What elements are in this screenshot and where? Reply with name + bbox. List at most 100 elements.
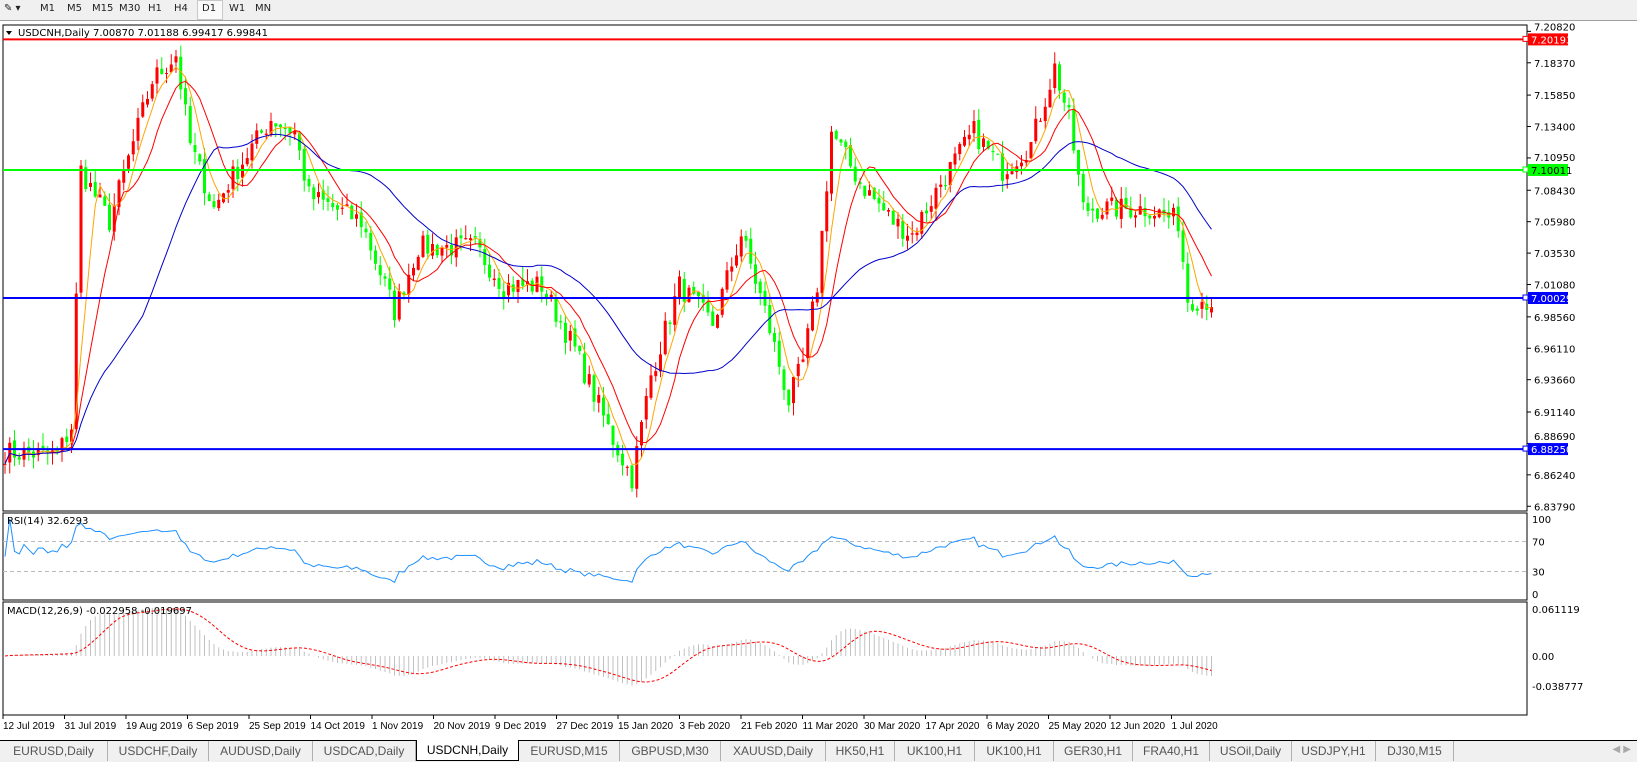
date-tick-label: 20 Nov 2019 [434, 721, 491, 732]
tf-d1[interactable]: D1 [202, 3, 217, 14]
date-tick-label: 12 Jun 2020 [1110, 721, 1165, 732]
candle-body [169, 64, 173, 73]
candle-body [649, 375, 653, 398]
tab-usdchf-daily[interactable]: USDCHF,Daily [108, 741, 209, 761]
candle-body [269, 121, 273, 136]
tab-usdcnh-daily[interactable]: USDCNH,Daily [416, 740, 519, 761]
tf-m5[interactable]: M5 [67, 3, 82, 14]
candle-body [108, 204, 111, 231]
price-line-label: 7.10011 [1531, 166, 1572, 177]
tf-m1[interactable]: M1 [40, 3, 55, 14]
candle-body [545, 293, 548, 298]
date-tick-label: 6 May 2020 [987, 721, 1040, 732]
candle-body [768, 305, 772, 333]
candle-body [1110, 197, 1114, 201]
tf-m30[interactable]: M30 [119, 3, 141, 14]
candle-body [616, 444, 620, 456]
tab-gbpusd-m30[interactable]: GBPUSD,M30 [620, 741, 721, 761]
candle-body [549, 294, 553, 299]
tab-hk50-h1[interactable]: HK50,H1 [826, 741, 895, 761]
tab-usdcad-daily[interactable]: USDCAD,Daily [313, 741, 416, 761]
candle-body [939, 184, 943, 187]
candle-body [663, 320, 667, 355]
chart-canvas[interactable]: 7.20820 7.18370 7.15850 7.13400 7.10950 7.084… [0, 0, 1637, 740]
candle-body [70, 429, 73, 442]
macd-label: MACD(12,26,9) -0.022958 -0.019697 [7, 606, 192, 617]
tab-eurusd-m15[interactable]: EURUSD,M15 [519, 741, 620, 761]
tab-ger30-h1[interactable]: GER30,H1 [1054, 741, 1133, 761]
tab-usdjpy-h1[interactable]: USDJPY,H1 [1292, 741, 1376, 761]
price-line-label-bg [1528, 292, 1568, 304]
drawing-tools-icon[interactable]: ✎ ▾ [4, 3, 21, 14]
tab-uk100-h1[interactable]: UK100,H1 [895, 741, 975, 761]
candle-body [507, 282, 510, 296]
candle-body [583, 353, 586, 384]
candle-body [1148, 215, 1152, 219]
candle-body [469, 238, 472, 241]
candle-body [222, 193, 225, 203]
date-tick-label: 6 Sep 2019 [188, 721, 240, 732]
candle-body [307, 178, 311, 187]
candle-body [103, 196, 107, 206]
candle-body [744, 235, 748, 241]
candle-body [260, 130, 263, 133]
tf-m15[interactable]: M15 [92, 3, 114, 14]
tab-xauusd-daily[interactable]: XAUUSD,Daily [721, 741, 826, 761]
candle-body [478, 238, 482, 248]
candle-body [1096, 208, 1099, 219]
candle-body [184, 88, 187, 105]
tab-audusd-daily[interactable]: AUDUSD,Daily [209, 741, 313, 761]
candle-body [127, 155, 130, 169]
price-tick-label: 7.05980 [1534, 218, 1575, 229]
candle-body [1086, 203, 1090, 211]
tab-usoil-daily[interactable]: USOil,Daily [1210, 741, 1292, 761]
tf-h4[interactable]: H4 [174, 3, 188, 14]
collapse-triangle-icon[interactable] [6, 31, 12, 35]
candle-body [725, 270, 729, 290]
candle-body [844, 141, 848, 148]
candle-body [136, 117, 140, 141]
candle-body [1186, 263, 1190, 303]
tab-scroll-arrows-icon[interactable]: ◀ ▶ [1612, 744, 1631, 755]
candle-body [369, 232, 373, 251]
candle-body [492, 278, 496, 281]
candle-body [293, 130, 297, 135]
tab-dj30-m15[interactable]: DJ30,M15 [1376, 741, 1454, 761]
price-tick-label: 7.18370 [1534, 59, 1575, 70]
candle-body [1134, 215, 1137, 218]
tab-fra40-h1[interactable]: FRA40,H1 [1133, 741, 1210, 761]
rsi-label: RSI(14) 32.6293 [7, 516, 88, 527]
candle-body [820, 230, 824, 294]
chart-tabs: ◀ ▶ EURUSD,Daily USDCHF,Daily AUDUSD,Daily… [0, 740, 1637, 762]
candle-body [1129, 207, 1133, 218]
candle-body [141, 102, 145, 117]
candle-body [407, 274, 411, 295]
candle-body [317, 192, 320, 198]
tf-h1[interactable]: H1 [148, 3, 162, 14]
candle-body [948, 161, 952, 186]
candle-body [359, 212, 363, 228]
candle-body [1062, 92, 1066, 103]
tf-mn[interactable]: MN [255, 3, 272, 14]
candle-body [388, 278, 392, 290]
rsi-tick-label: 30 [1532, 568, 1545, 579]
date-tick-label: 14 Oct 2019 [311, 721, 366, 732]
candle-body [796, 363, 800, 377]
candle-body [1043, 106, 1047, 122]
candle-body [578, 345, 582, 352]
candle-body [212, 201, 216, 208]
rsi-tick-label: 0 [1532, 590, 1538, 601]
candle-body [397, 291, 401, 320]
tab-uk100-h1[interactable]: UK100,H1 [975, 741, 1054, 761]
date-tick-label: 19 Aug 2019 [126, 721, 183, 732]
candle-body [150, 84, 154, 99]
candle-body [41, 445, 45, 449]
price-tick-label: 6.93660 [1534, 376, 1575, 387]
date-tick-label: 12 Jul 2019 [3, 721, 55, 732]
tf-w1[interactable]: W1 [229, 3, 246, 14]
candle-body [416, 256, 420, 270]
candle-body [811, 301, 814, 331]
candle-body [1020, 162, 1023, 167]
candle-body [336, 205, 339, 210]
tab-eurusd-daily[interactable]: EURUSD,Daily [0, 741, 108, 761]
